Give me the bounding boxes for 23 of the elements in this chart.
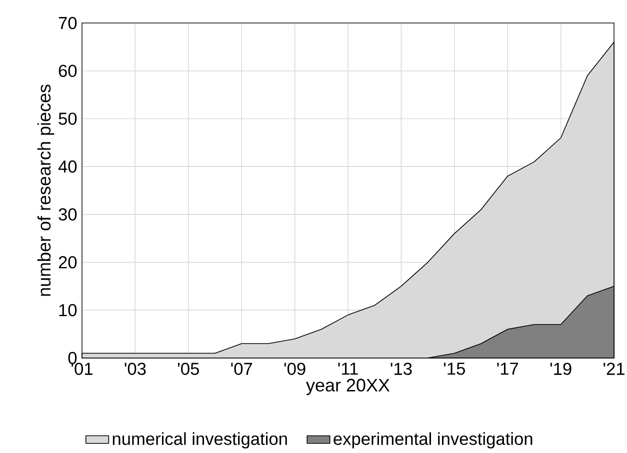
legend-label: numerical investigation (112, 432, 287, 448)
x-tick-label: '03 (124, 362, 146, 375)
y-tick-label: 10 (59, 304, 77, 316)
legend-label: experimental investigation (334, 432, 532, 448)
y-tick-label: 50 (58, 112, 77, 125)
y-tick-label: 0 (68, 352, 77, 364)
x-tick-label: '15 (444, 362, 465, 375)
x-axis-title: year 20XX (306, 378, 390, 396)
y-axis-title: number of research pieces (37, 84, 54, 296)
x-tick-label: '19 (550, 362, 572, 375)
y-tick-label: 40 (58, 160, 77, 173)
y-tick-label: 70 (58, 16, 77, 30)
y-tick-label: 30 (58, 208, 77, 221)
x-tick-label: '13 (390, 362, 412, 375)
x-tick-label: '01 (72, 362, 92, 375)
x-tick-label: '11 (338, 362, 358, 375)
x-tick-label: '09 (284, 362, 306, 375)
x-tick-label: '17 (497, 362, 518, 375)
y-tick-label: 20 (58, 256, 77, 268)
x-tick-label: '05 (178, 362, 199, 375)
y-tick-label: 60 (58, 64, 77, 77)
x-tick-label: '21 (604, 362, 624, 375)
x-tick-label: '07 (231, 362, 252, 375)
